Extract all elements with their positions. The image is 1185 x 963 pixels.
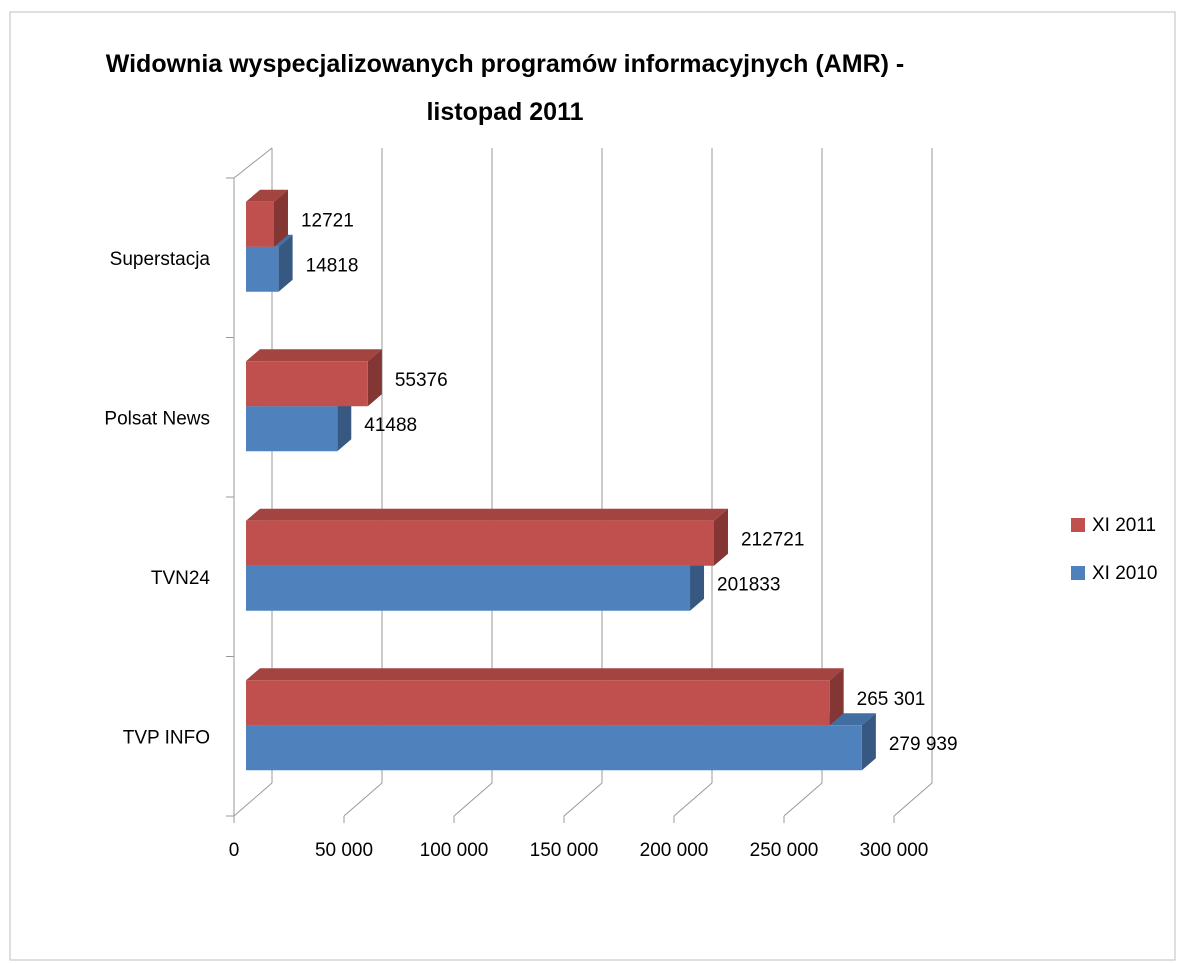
legend-swatch [1071,518,1085,532]
value-label: 212721 [741,529,804,550]
bar-top [246,508,728,521]
bar [246,246,279,292]
floor-line [343,782,383,817]
bar [246,406,338,452]
floor-line [783,782,823,817]
legend-label: XI 2010 [1092,563,1158,584]
legend-label: XI 2011 [1092,515,1156,536]
x-tick-label: 100 000 [420,840,489,861]
value-label: 279 939 [889,734,958,755]
bar-side [273,189,288,247]
x-tick-label: 300 000 [860,840,929,861]
bar [246,201,274,247]
value-label: 12721 [301,210,354,231]
bar [246,520,714,566]
floor-line [893,782,933,817]
bar [246,565,691,611]
bar-side [278,234,293,292]
bar [246,680,830,726]
legend-swatch [1071,566,1085,580]
bar-side [690,553,705,611]
chart-frame [9,11,1176,961]
x-tick-label: 150 000 [530,840,599,861]
value-label: 201833 [717,574,780,595]
bar-side [337,394,352,452]
value-label: 55376 [395,370,448,391]
bar [246,361,368,407]
bar-side [829,668,844,726]
floor-line [233,782,273,817]
bar-top [246,668,844,681]
bar-top [246,349,382,362]
bar-side [861,713,876,771]
x-tick-label: 200 000 [640,840,709,861]
x-tick-label: 250 000 [750,840,819,861]
floor-line [453,782,493,817]
bar [246,725,862,771]
wall-edge [233,147,273,179]
value-label: 265 301 [857,689,926,710]
category-label: TVN24 [151,568,211,589]
chart-title: Widownia wyspecjalizowanych programów in… [105,50,905,126]
category-label: Polsat News [104,408,210,429]
bar-side [713,508,728,566]
floor-line [563,782,603,817]
bar-side [367,349,382,407]
category-label: Superstacja [110,249,211,270]
category-label: TVP INFO [123,727,210,748]
x-tick-label: 0 [229,840,240,861]
bar-top [246,189,288,202]
value-label: 41488 [364,415,417,436]
x-tick-label: 50 000 [315,840,373,861]
value-label: 14818 [306,255,359,276]
floor-line [673,782,713,817]
